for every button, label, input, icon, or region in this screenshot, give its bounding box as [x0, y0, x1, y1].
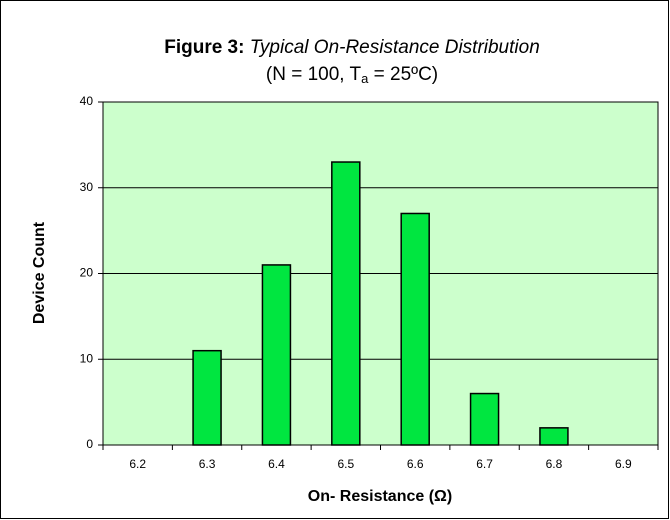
x-tick-label: 6.5 [337, 457, 354, 471]
y-tick-label: 30 [80, 180, 94, 194]
y-tick-label: 10 [80, 351, 94, 365]
x-tick-label: 6.8 [546, 457, 563, 471]
bar [261, 264, 292, 446]
x-tick-label: 6.7 [476, 457, 493, 471]
bar [539, 427, 569, 446]
bar [331, 161, 361, 446]
x-tick-label: 6.2 [129, 457, 146, 471]
y-tick-label: 0 [86, 437, 93, 451]
y-tick-label: 40 [80, 94, 94, 108]
bar [192, 349, 222, 446]
x-tick-label: 6.9 [615, 457, 632, 471]
chart-subtitle: (N = 100, Ta = 25ºC) [266, 64, 438, 86]
bar [400, 212, 430, 446]
title-text: Typical On-Resistance Distribution [250, 37, 540, 58]
x-tick-label: 6.6 [407, 457, 424, 471]
title-prefix: Figure 3: [164, 37, 244, 58]
x-tick-label: 6.4 [268, 457, 285, 471]
x-axis-label: On- Resistance (Ω) [308, 488, 452, 505]
bar [469, 392, 500, 446]
chart-title: Figure 3: Typical On-Resistance Distribu… [164, 37, 540, 58]
subtitle-subscript: a [361, 71, 369, 86]
subtitle-part: (N = 100, T [266, 64, 362, 85]
y-axis-label: Device Count [31, 221, 48, 324]
x-tick-label: 6.3 [199, 457, 216, 471]
subtitle-part: = 25ºC) [368, 64, 438, 85]
y-tick-label: 20 [80, 266, 94, 280]
